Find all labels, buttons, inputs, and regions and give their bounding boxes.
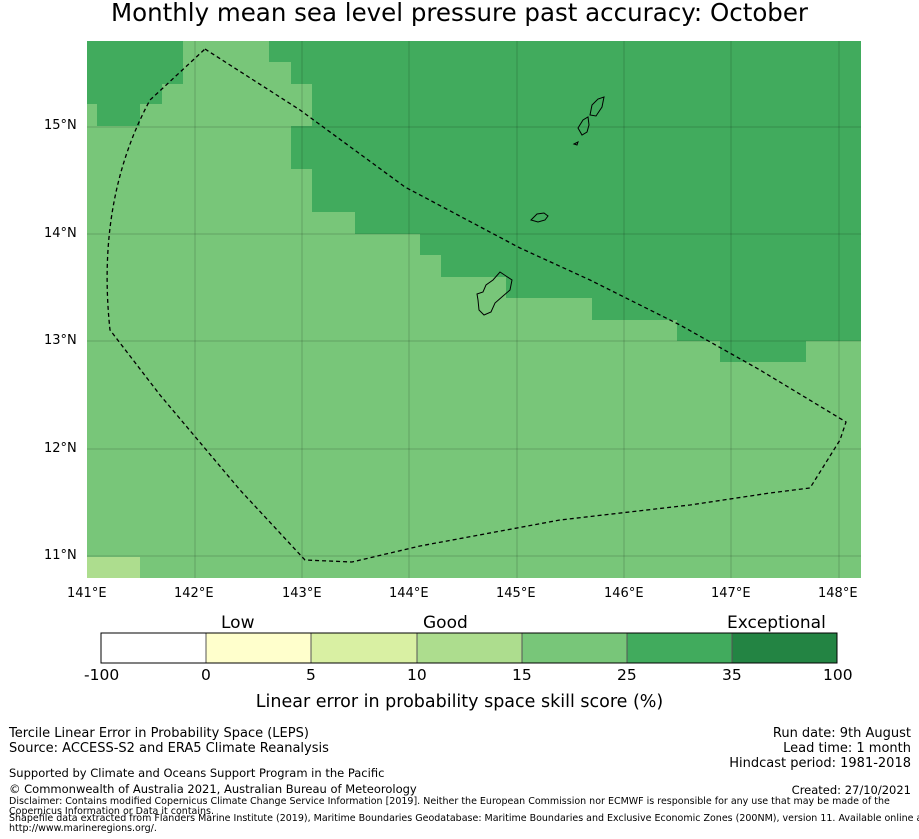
footer-source: Source: ACCESS-S2 and ERA5 Climate Reana… — [9, 741, 329, 756]
skill-field-25-35 — [87, 41, 183, 126]
colorbar-tick: 100 — [823, 666, 853, 684]
footer-copyright: © Commonwealth of Australia 2021, Austra… — [9, 782, 417, 796]
footer-shapefile-url: http://www.marineregions.org/. — [9, 823, 157, 834]
island-tinian — [577, 116, 590, 136]
colorbar-tick: 5 — [306, 666, 316, 684]
footer-disclaimer: Disclaimer: Contains modified Copernicus… — [9, 796, 890, 807]
hindcast-period: Hindcast period: 1981-2018 — [729, 756, 911, 771]
colorbar-segment — [626, 632, 733, 664]
colorbar-segment — [416, 632, 523, 664]
island-aguijan — [572, 141, 579, 146]
colorbar-segment — [521, 632, 628, 664]
lon-label: 142°E — [174, 586, 214, 601]
lon-label: 145°E — [496, 586, 536, 601]
colorbar-segment — [205, 632, 312, 664]
footer-disclaimer-cont: Copernicus Information or Data it contai… — [9, 806, 215, 817]
colorbar-segment — [310, 632, 418, 664]
created-date: Created: 27/10/2021 — [791, 783, 911, 797]
category-exceptional: Exceptional — [727, 613, 826, 633]
colorbar — [100, 632, 838, 664]
lon-label: 146°E — [604, 586, 644, 601]
islands — [476, 96, 605, 316]
category-low: Low — [221, 613, 255, 633]
island-guam — [476, 271, 513, 316]
footer-support: Supported by Climate and Oceans Support … — [9, 766, 385, 780]
skill-field-25-35-east — [269, 41, 861, 362]
lon-label: 147°E — [711, 586, 751, 601]
lat-label: 14°N — [44, 226, 77, 241]
colorbar-label: Linear error in probability space skill … — [255, 692, 664, 712]
eez-boundary — [106, 48, 847, 563]
colorbar-tick: 35 — [722, 666, 742, 684]
skill-field-10-15 — [87, 557, 140, 578]
skill-map — [87, 41, 861, 578]
colorbar-tick: 15 — [512, 666, 532, 684]
lon-label: 141°E — [67, 586, 107, 601]
colorbar-tick: 0 — [201, 666, 211, 684]
lon-label: 144°E — [389, 586, 429, 601]
colorbar-tick: 25 — [617, 666, 637, 684]
colorbar-frame — [100, 632, 838, 664]
island-rota — [530, 212, 549, 223]
lon-label: 143°E — [282, 586, 322, 601]
lat-label: 15°N — [44, 118, 77, 133]
colorbar-segment — [100, 632, 207, 664]
colorbar-segment — [731, 632, 838, 664]
graticule — [87, 41, 861, 578]
lat-label: 13°N — [44, 333, 77, 348]
category-good: Good — [423, 613, 468, 633]
colorbar-tick: 10 — [407, 666, 427, 684]
chart-title: Monthly mean sea level pressure past acc… — [110, 0, 809, 27]
footer-shapefile: Shapefile data extracted from Flanders M… — [9, 813, 919, 824]
footer-leps: Tercile Linear Error in Probability Spac… — [9, 726, 309, 741]
lat-label: 12°N — [44, 441, 77, 456]
island-saipan — [589, 96, 605, 117]
lon-label: 148°E — [818, 586, 858, 601]
lead-time: Lead time: 1 month — [783, 741, 911, 756]
run-date: Run date: 9th August — [772, 726, 911, 741]
colorbar-tick: -100 — [84, 666, 120, 684]
lat-label: 11°N — [44, 548, 77, 563]
